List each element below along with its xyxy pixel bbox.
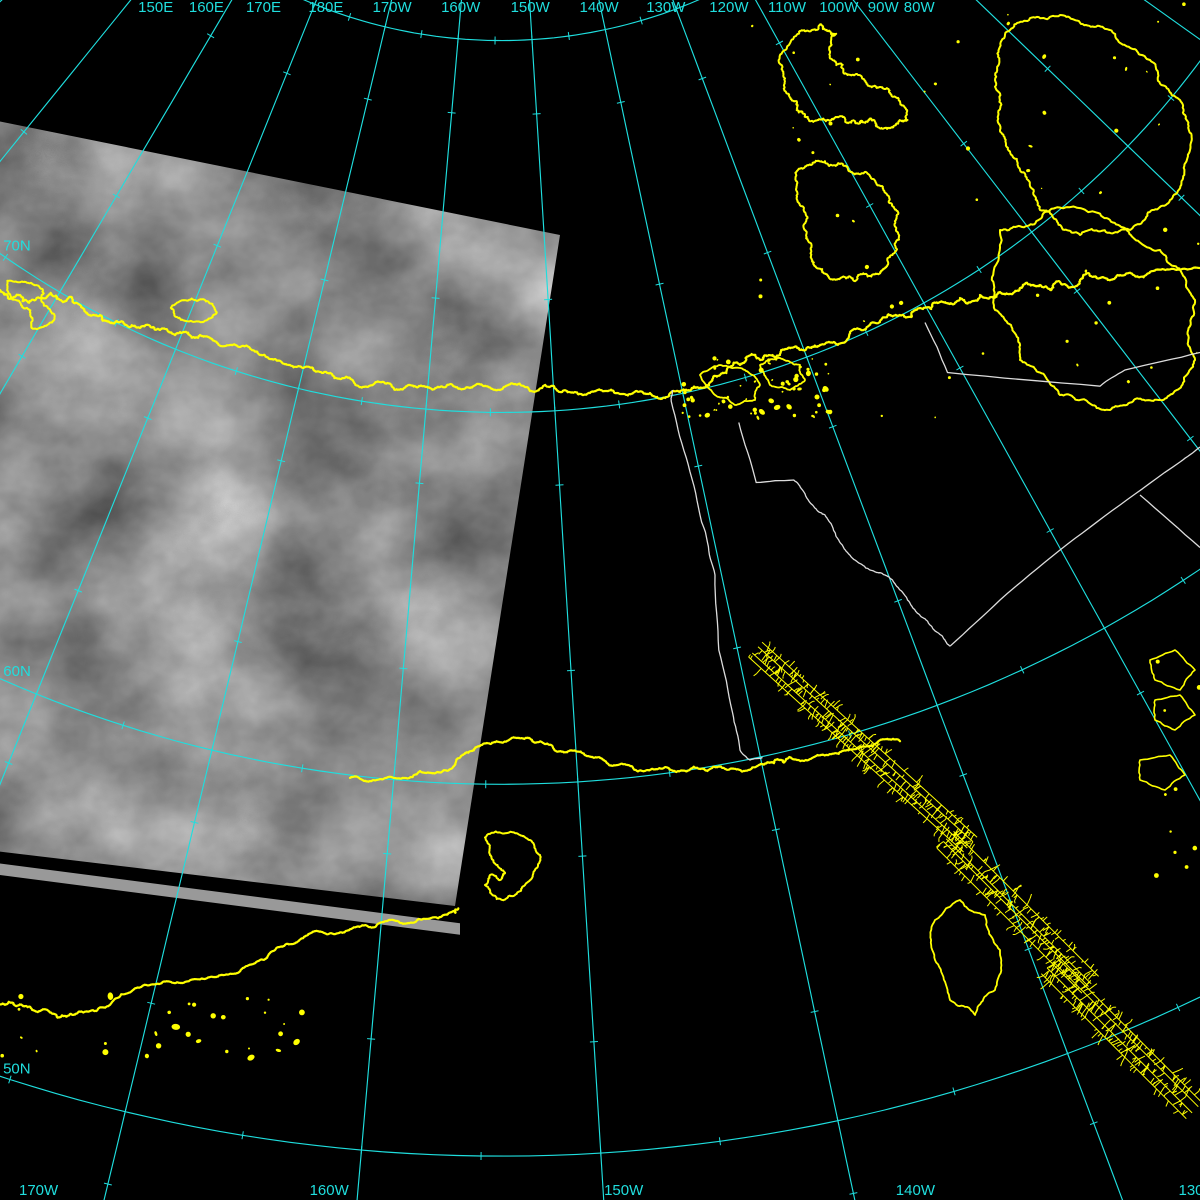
svg-text:150W: 150W xyxy=(604,1182,644,1199)
svg-text:90W: 90W xyxy=(868,0,900,16)
svg-text:160W: 160W xyxy=(310,1182,350,1199)
svg-text:170W: 170W xyxy=(19,1182,59,1199)
svg-text:170E: 170E xyxy=(246,0,281,16)
svg-text:120W: 120W xyxy=(709,0,749,16)
svg-text:150W: 150W xyxy=(511,0,551,16)
svg-text:100W: 100W xyxy=(819,0,859,16)
svg-text:170W: 170W xyxy=(373,0,413,16)
svg-text:160W: 160W xyxy=(441,0,481,16)
svg-text:50N: 50N xyxy=(3,1060,31,1077)
svg-text:70N: 70N xyxy=(3,238,31,255)
svg-text:130W: 130W xyxy=(646,0,686,16)
svg-text:60N: 60N xyxy=(3,663,31,680)
svg-text:130W: 130W xyxy=(1179,1182,1200,1199)
svg-text:140W: 140W xyxy=(580,0,620,16)
svg-text:160E: 160E xyxy=(189,0,224,16)
svg-text:110W: 110W xyxy=(768,0,807,16)
svg-text:180E: 180E xyxy=(308,0,343,16)
svg-text:80W: 80W xyxy=(904,0,936,16)
svg-text:150E: 150E xyxy=(138,0,173,16)
svg-text:140W: 140W xyxy=(896,1182,936,1199)
